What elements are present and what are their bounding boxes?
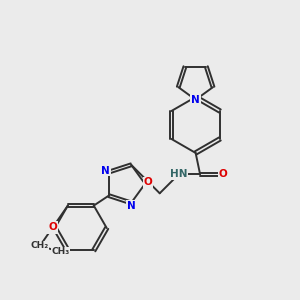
Text: O: O — [49, 222, 58, 232]
Text: HN: HN — [170, 169, 188, 179]
Text: N: N — [127, 201, 136, 211]
Text: O: O — [144, 177, 152, 188]
Text: N: N — [48, 223, 57, 233]
Text: CH₂: CH₂ — [31, 242, 49, 250]
Text: N: N — [101, 166, 110, 176]
Text: N: N — [191, 95, 200, 105]
Text: O: O — [218, 169, 227, 179]
Text: CH₃: CH₃ — [51, 247, 70, 256]
